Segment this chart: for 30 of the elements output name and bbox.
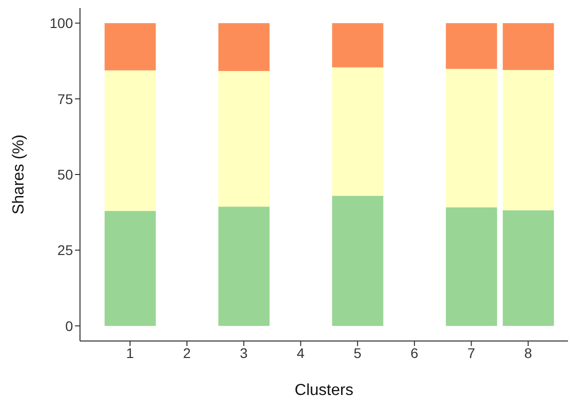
bar [218,23,270,71]
bar [332,67,384,196]
bar [446,23,498,69]
y-axis-title: Shares (%) [10,134,28,215]
x-tick-label: 1 [126,344,134,361]
bar [104,23,156,70]
x-tick-label: 6 [410,344,419,361]
bar [104,70,156,211]
x-axis-title: Clusters [294,382,354,399]
bar [218,70,270,207]
y-tick-label: 25 [57,242,74,258]
bar [332,196,384,326]
bar [446,207,498,326]
y-tick-label: 100 [50,15,74,32]
x-tick-label: 5 [354,344,362,361]
bar [502,210,554,326]
y-tick-label: 0 [65,318,74,334]
x-tick-label: 4 [296,344,305,361]
bar [502,70,554,210]
bar [332,23,384,68]
x-tick-label: 8 [524,344,532,361]
y-tick-label: 75 [57,90,74,107]
y-tick-label: 50 [57,166,74,182]
x-tick-label: 3 [240,344,248,361]
bar [104,210,156,326]
x-tick-label: 7 [467,344,476,361]
bar [218,206,270,326]
bar [502,23,554,70]
x-tick-label: 2 [183,344,192,361]
bar [446,68,498,208]
